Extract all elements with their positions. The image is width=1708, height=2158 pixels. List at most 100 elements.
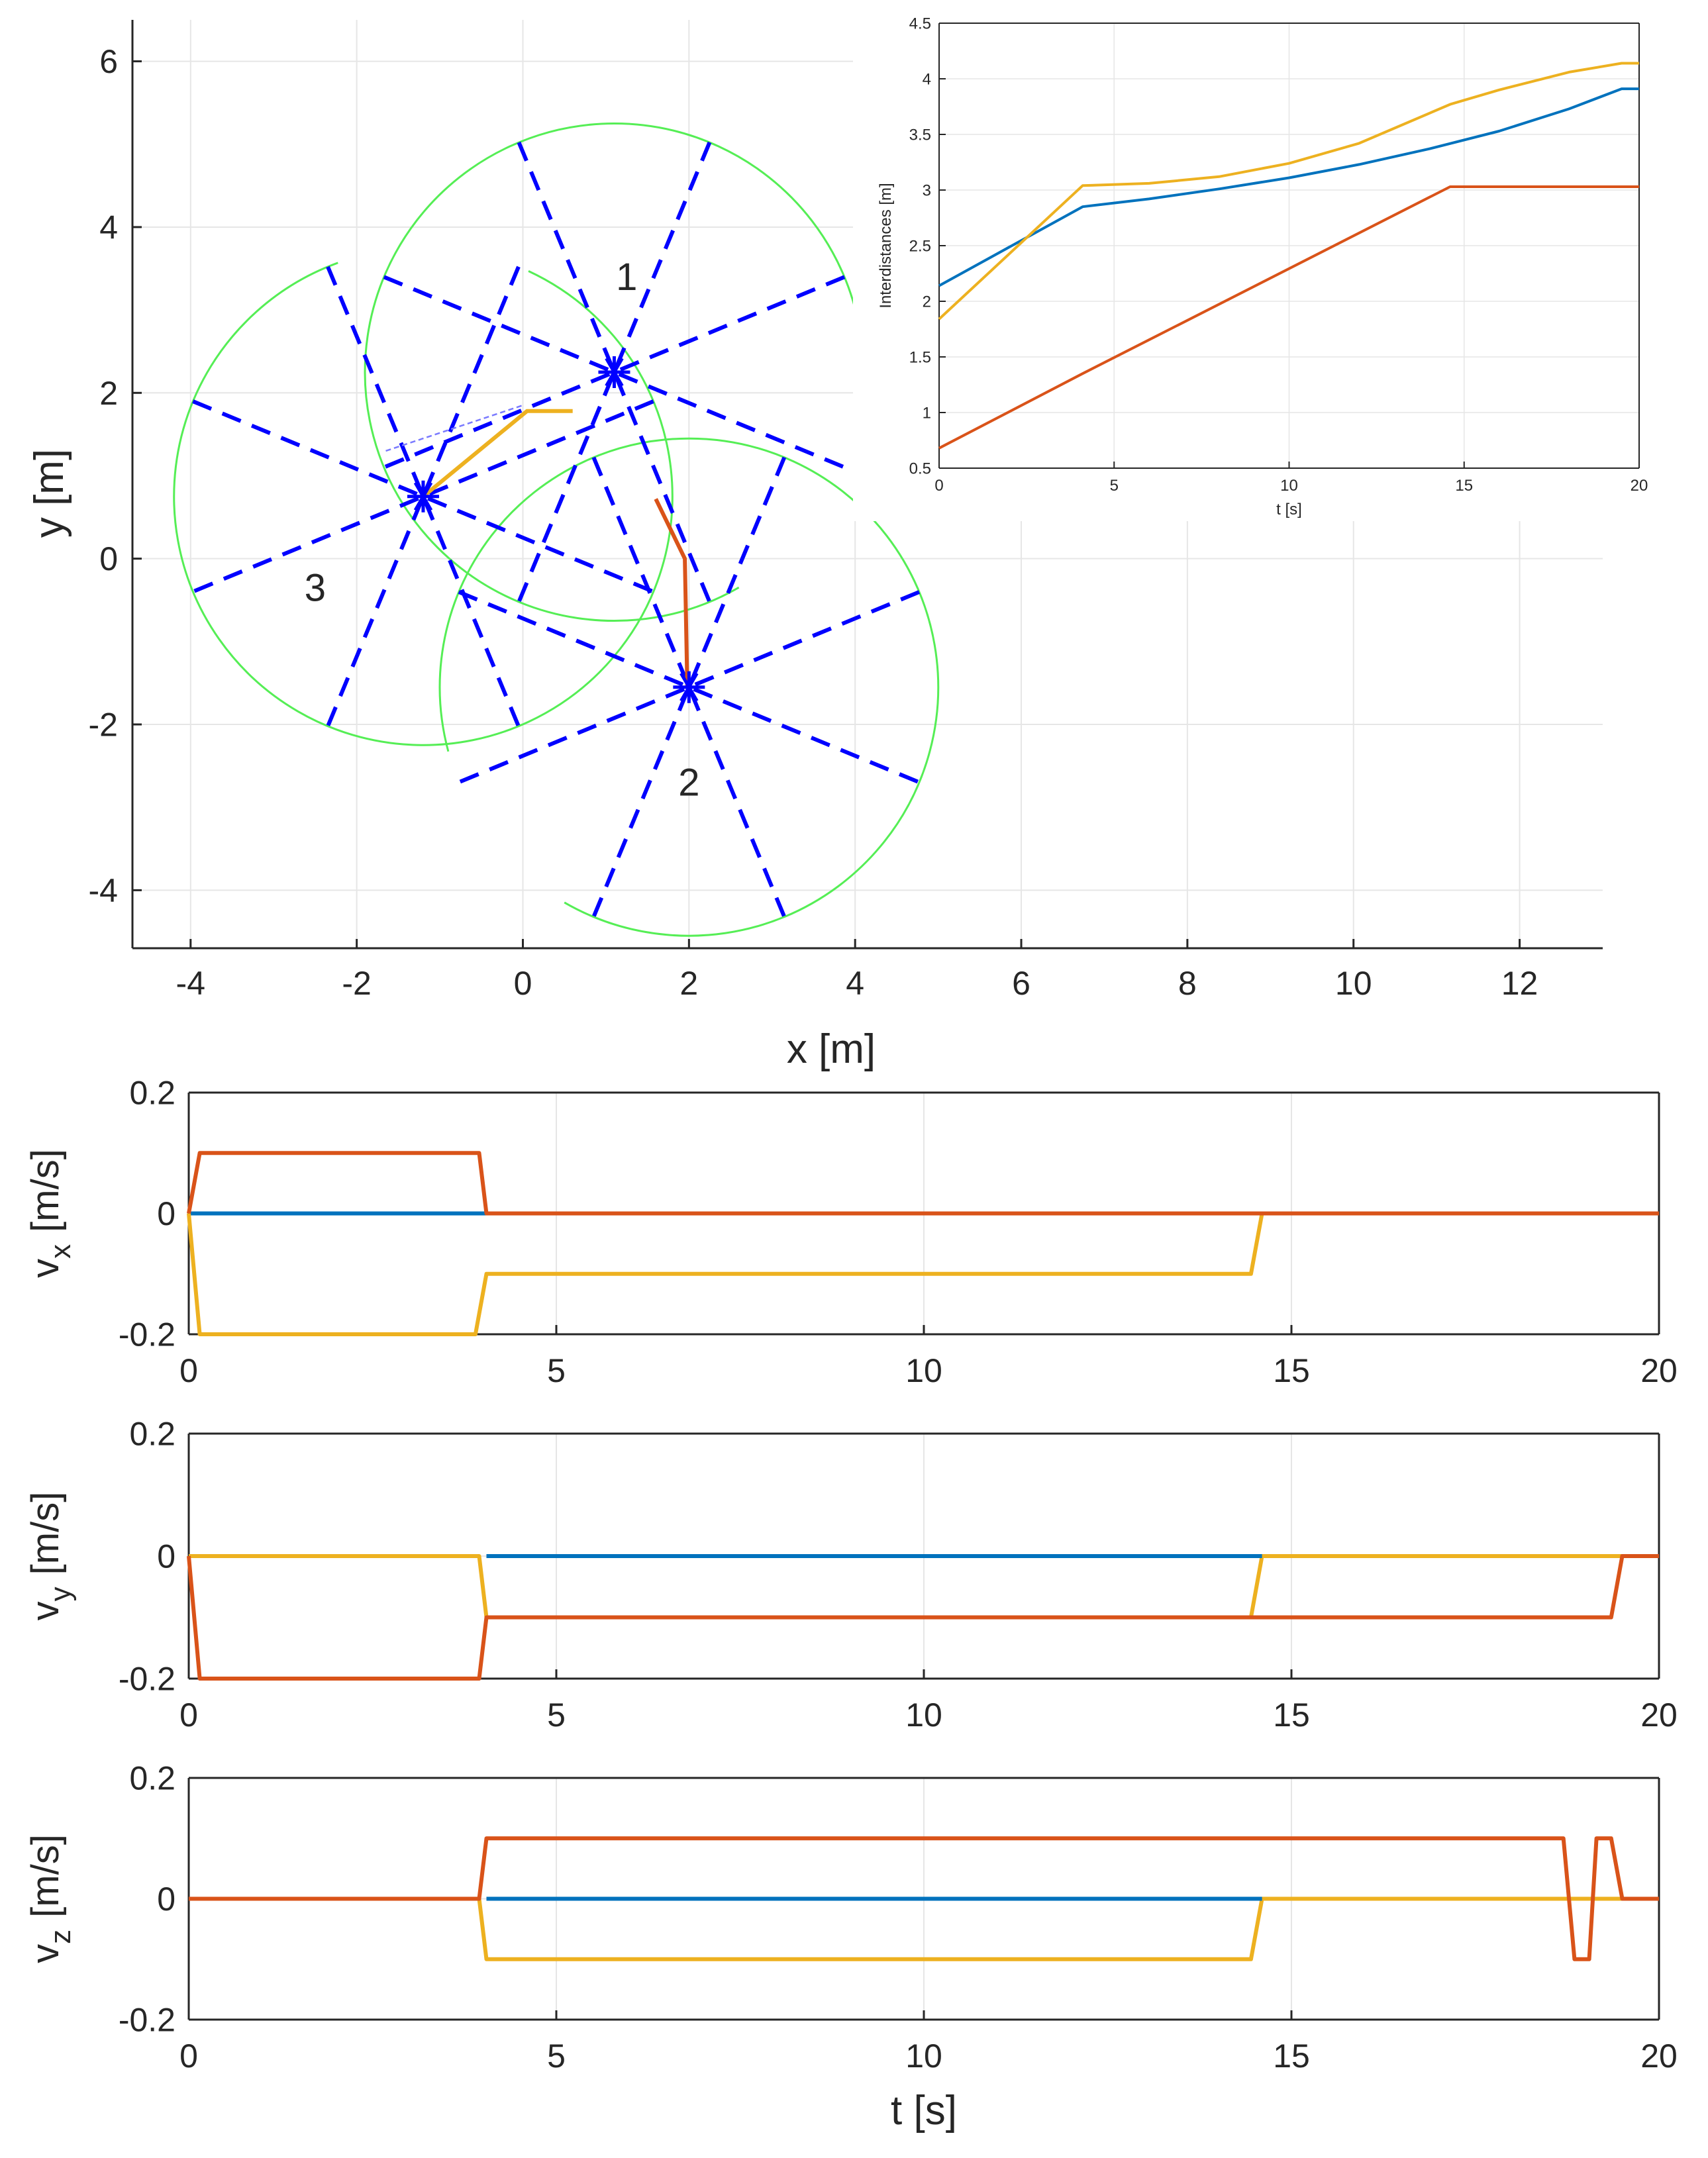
x-tick-label: 12	[1501, 965, 1538, 1002]
y-tick-label: 4	[99, 209, 118, 246]
robot-path-red	[654, 498, 689, 687]
x-tick-label: 2	[679, 965, 698, 1002]
x-tick-label: 20	[1640, 1696, 1678, 1734]
y-axis-label-symbol: v	[24, 1944, 67, 1963]
x-tick-label: -2	[342, 965, 371, 1002]
robot-marker-1	[598, 356, 630, 389]
y-tick-label: 6	[99, 43, 118, 80]
x-tick-label: 15	[1273, 1352, 1310, 1389]
sensor-ray-robot-3	[192, 399, 654, 594]
y-tick-label: 4	[923, 70, 931, 88]
y-axis-label-subscript: z	[44, 1930, 77, 1944]
y-tick-label: -0.2	[119, 1316, 176, 1353]
y-tick-label: 2.5	[909, 237, 931, 255]
y-axis-label: Interdistances [m]	[877, 183, 895, 308]
link-line	[385, 404, 523, 452]
x-tick-label: 5	[1110, 477, 1119, 495]
y-axis-label: vz [m/s]	[24, 1834, 77, 1963]
y-tick-label: 4.5	[909, 15, 931, 32]
x-tick-label: 0	[514, 965, 532, 1002]
x-tick-label: 0	[179, 1352, 198, 1389]
sensor-ray-robot-2	[458, 590, 921, 785]
x-tick-label: 0	[179, 2037, 198, 2075]
x-tick-label: 5	[547, 2037, 566, 2075]
series-line-orange	[187, 1151, 1659, 1216]
x-tick-label: -4	[176, 965, 205, 1002]
x-tick-label: 4	[846, 965, 864, 1002]
vx-plot: 0 5 10 15 20-0.200.2vx[m/s]	[24, 1075, 1678, 1390]
y-tick-label: -0.2	[119, 2002, 176, 2039]
robot-marker-2	[673, 671, 705, 703]
sensor-ray-robot-2	[591, 456, 787, 918]
y-axis-label-unit: [m/s]	[24, 1834, 67, 1918]
y-tick-label: -2	[89, 707, 118, 744]
sensor-ray-robot-2	[458, 590, 921, 785]
sensor-ray-robot-3	[326, 266, 521, 727]
y-tick-label: 0.2	[129, 1760, 176, 1797]
sensing-arc-robot-2	[438, 437, 940, 937]
y-axis-label-subscript: x	[44, 1244, 77, 1259]
y-tick-label: 0.5	[909, 460, 931, 477]
vz-plot: 0 5 10 15 20-0.200.2vz[m/s]t [s]	[24, 1760, 1678, 2134]
y-axis-label-unit: [m/s]	[24, 1492, 67, 1575]
x-tick-label: 6	[1012, 965, 1030, 1002]
x-tick-label: 10	[905, 1696, 942, 1734]
x-axis-label: t [s]	[1276, 501, 1302, 518]
series-line-orange	[938, 185, 1639, 450]
robot-label-1: 1	[616, 256, 637, 299]
x-tick-label: 15	[1273, 2037, 1310, 2075]
y-tick-label: 3.5	[909, 126, 931, 144]
y-tick-label: 1.5	[909, 348, 931, 366]
y-tick-label: 0	[157, 1538, 176, 1575]
y-tick-label: 0	[157, 1881, 176, 1918]
y-axis-label-subscript: y	[44, 1587, 77, 1601]
y-axis-label-symbol: v	[24, 1259, 67, 1278]
sensor-ray-robot-2	[591, 456, 787, 918]
robot-path-orange	[422, 409, 573, 499]
vy-plot: 0 5 10 15 20-0.200.2vy[m/s]	[24, 1416, 1678, 1734]
x-axis-label: x [m]	[787, 1026, 876, 1072]
sensor-ray-robot-1	[383, 275, 846, 469]
y-axis-label: vy [m/s]	[24, 1492, 77, 1621]
x-tick-label: 15	[1273, 1696, 1310, 1734]
sensor-ray-robot-3	[192, 399, 654, 594]
series-line-orange	[189, 1836, 1659, 1961]
y-tick-label: 2	[923, 293, 931, 311]
sensing-arc-robot-1	[364, 123, 865, 622]
series-line-orange	[187, 1554, 1659, 1681]
y-tick-label: -0.2	[119, 1661, 176, 1698]
robot-marker-3	[407, 480, 439, 513]
y-axis-label-symbol: v	[24, 1601, 67, 1620]
x-tick-label: 10	[1280, 477, 1298, 495]
x-tick-label: 5	[547, 1352, 566, 1389]
x-axis-label: t [s]	[891, 2088, 957, 2133]
sensor-ray-robot-3	[326, 266, 521, 727]
x-tick-label: 10	[905, 1352, 942, 1389]
x-tick-label: 0	[934, 477, 943, 495]
series-line-yellow	[938, 62, 1639, 320]
robot-label-2: 2	[678, 761, 699, 805]
x-tick-label: 20	[1631, 477, 1648, 495]
y-tick-label: 0	[99, 540, 118, 577]
interdistances-inset-plot: 0 5 10 15 20 0.5 1 1.5 2 2.5 3 3.5 4 4.5 t [s] Interdis…	[853, 10, 1659, 521]
x-tick-label: 5	[547, 1696, 566, 1734]
series-line-blue	[938, 87, 1639, 287]
x-tick-label: 8	[1178, 965, 1197, 1002]
sensor-ray-robot-1	[383, 275, 846, 469]
y-axis-label: y [m]	[26, 449, 72, 538]
sensor-ray-robot-1	[517, 141, 712, 603]
y-tick-label: 2	[99, 375, 118, 412]
y-tick-label: 0	[157, 1195, 176, 1232]
y-tick-label: 1	[923, 404, 931, 422]
sensor-ray-robot-1	[517, 141, 712, 603]
sensing-arc-robot-3	[173, 262, 674, 746]
y-axis-label-unit: [m/s]	[24, 1149, 67, 1232]
y-tick-label: 3	[923, 181, 931, 199]
x-tick-label: 20	[1640, 1352, 1678, 1389]
x-tick-label: 10	[1335, 965, 1372, 1002]
y-tick-label: 0.2	[129, 1075, 176, 1112]
y-tick-label: -4	[89, 872, 118, 909]
x-tick-label: 15	[1455, 477, 1473, 495]
robot-label-3: 3	[305, 566, 326, 609]
